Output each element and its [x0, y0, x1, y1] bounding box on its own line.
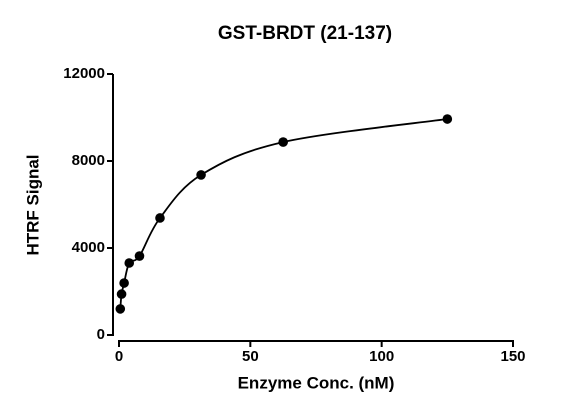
y-tick-label: 8000	[72, 152, 105, 169]
x-tick-label: 100	[369, 348, 394, 365]
data-point	[196, 170, 206, 180]
data-point	[119, 278, 129, 288]
x-tick-label: 150	[500, 348, 525, 365]
x-axis-title: Enzyme Conc. (nM)	[238, 373, 395, 392]
data-point	[116, 289, 127, 299]
data-point	[278, 137, 288, 147]
data-point	[124, 258, 135, 268]
chart-title: GST-BRDT (21-137)	[218, 23, 392, 44]
y-axis-title: HTRF Signal	[23, 154, 42, 255]
data-point	[134, 251, 145, 261]
data-point	[115, 304, 126, 314]
y-tick-label: 4000	[72, 239, 105, 256]
fit-curve	[119, 118, 448, 309]
y-tick-label: 12000	[63, 65, 105, 82]
data-point	[442, 114, 453, 124]
x-tick-label: 0	[115, 348, 123, 365]
x-tick-label: 50	[242, 348, 259, 365]
data-point	[155, 213, 165, 223]
y-tick-label: 0	[97, 326, 105, 343]
